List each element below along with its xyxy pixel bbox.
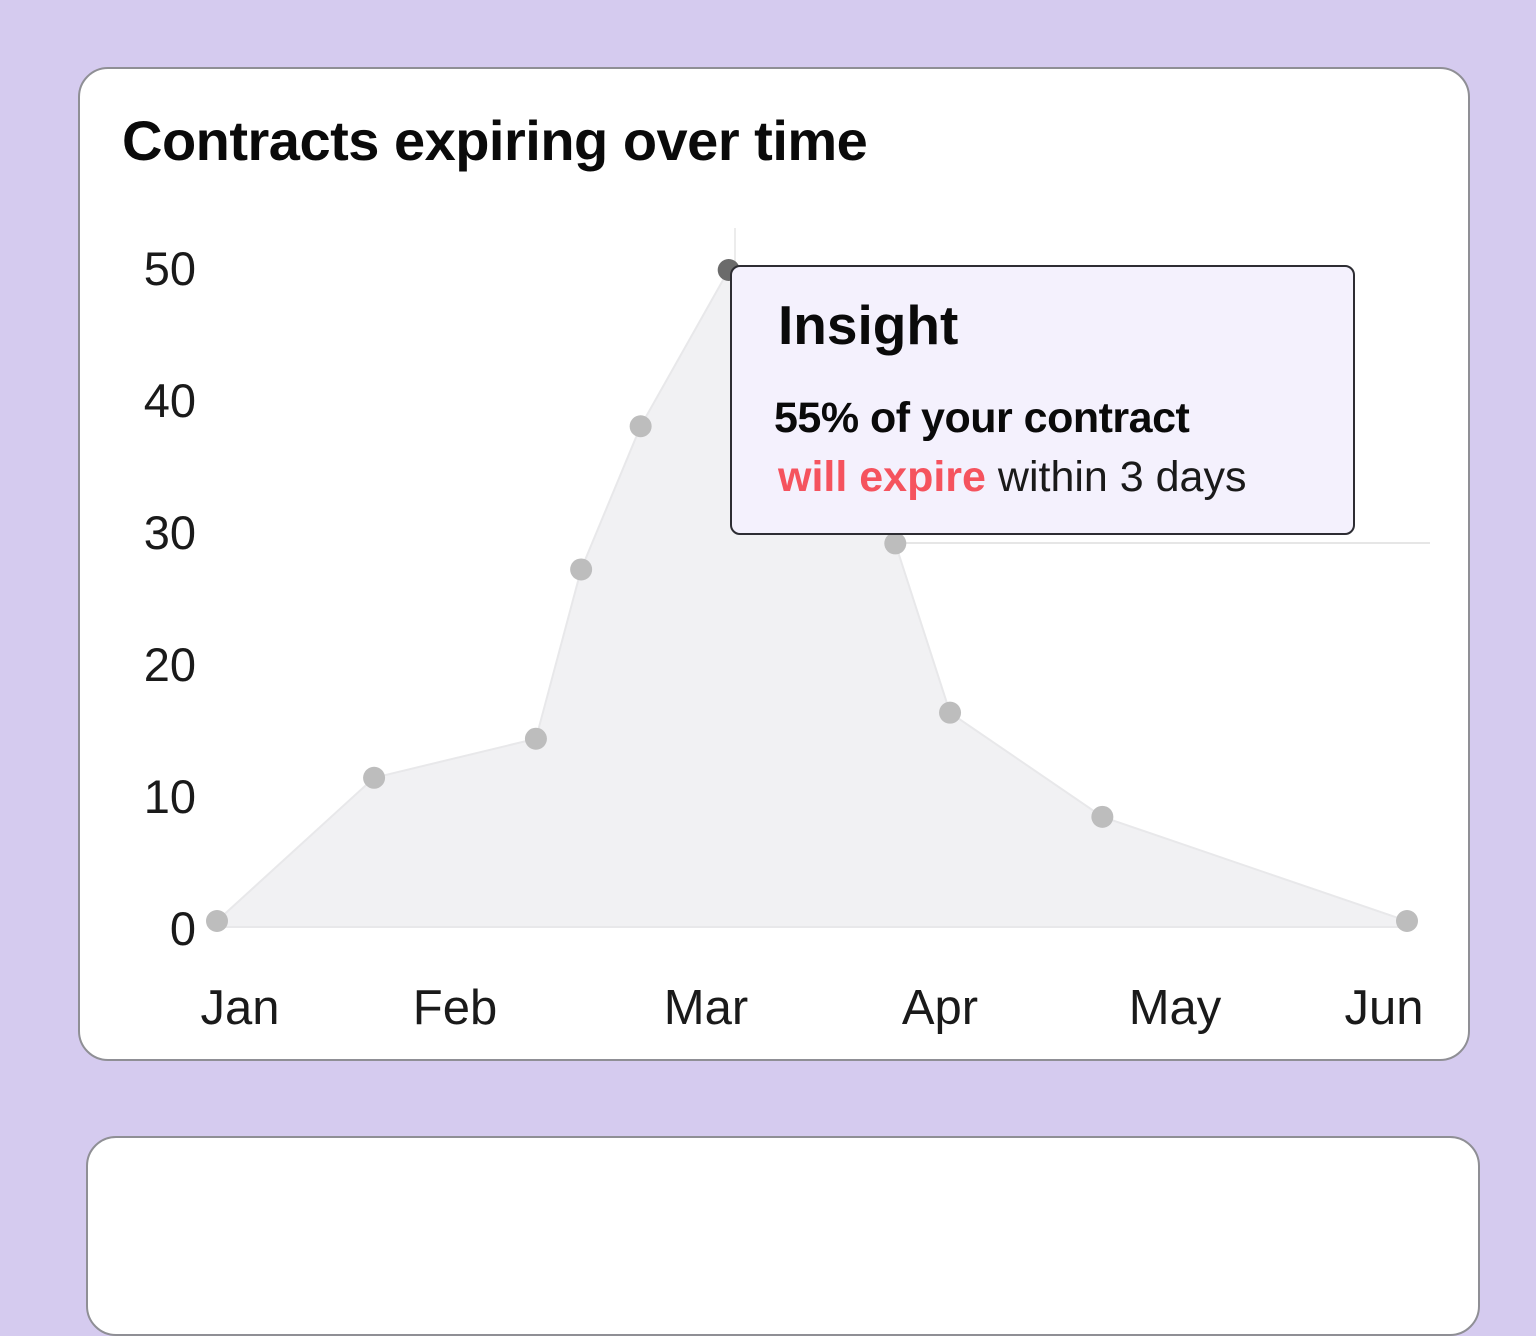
area-chart [206, 228, 1430, 932]
data-point[interactable] [939, 701, 962, 724]
y-tick-40: 40 [143, 374, 196, 427]
next-card [86, 1136, 1480, 1336]
data-point[interactable] [884, 532, 907, 555]
y-tick-30: 30 [143, 506, 196, 559]
tooltip-line1: 55% of your contract [774, 394, 1190, 442]
tooltip-highlight: will expire [778, 453, 986, 501]
x-tick-apr: Apr [901, 981, 979, 1035]
chart-title: Contracts expiring over time [122, 109, 868, 172]
y-tick-50: 50 [143, 242, 196, 295]
data-point[interactable] [629, 415, 652, 438]
data-point[interactable] [363, 766, 386, 789]
data-point[interactable] [570, 558, 593, 581]
data-point[interactable] [1396, 910, 1418, 932]
y-tick-20: 20 [143, 638, 196, 691]
data-point[interactable] [1091, 805, 1114, 828]
x-tick-jun: Jun [1344, 981, 1424, 1035]
insight-tooltip: Insight 55% of your contract will expire… [730, 265, 1355, 535]
x-tick-mar: Mar [663, 981, 749, 1035]
tooltip-line2: will expire within 3 days [778, 453, 1246, 502]
y-tick-0: 0 [169, 902, 196, 955]
x-tick-jan: Jan [200, 981, 280, 1035]
x-tick-may: May [1128, 981, 1222, 1035]
data-point[interactable] [524, 727, 547, 750]
tooltip-line2-rest: within 3 days [985, 453, 1247, 501]
x-tick-feb: Feb [412, 981, 498, 1035]
y-tick-10: 10 [143, 770, 196, 823]
tooltip-title: Insight [778, 294, 959, 356]
data-point[interactable] [206, 910, 228, 932]
